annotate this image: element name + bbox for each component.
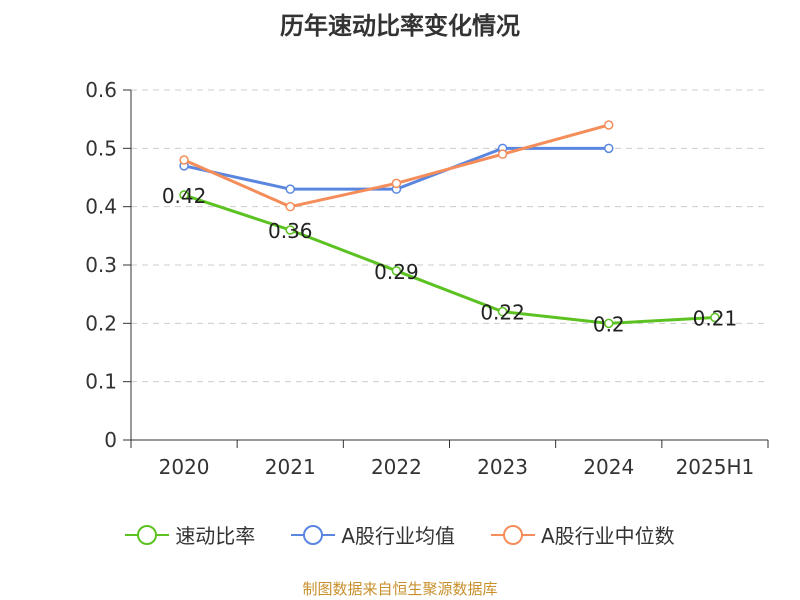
y-tick-label: 0.4 xyxy=(85,195,117,219)
legend-label-industry-mean: A股行业均值 xyxy=(341,524,455,548)
x-tick-label: 2024 xyxy=(583,455,634,479)
x-tick-label: 2022 xyxy=(371,455,422,479)
data-label: 0.2 xyxy=(593,312,625,336)
data-point-0 xyxy=(497,306,508,317)
data-point-0 xyxy=(710,312,720,323)
data-label: 0.36 xyxy=(268,219,313,243)
data-point-2 xyxy=(179,155,189,165)
x-tick-label: 2025H1 xyxy=(676,455,755,479)
y-tick-label: 0.6 xyxy=(85,78,117,102)
data-label: 0.42 xyxy=(162,184,207,208)
data-label: 0.22 xyxy=(480,301,525,325)
legend-swatch-industry-median xyxy=(491,524,535,545)
data-point-1 xyxy=(604,143,614,154)
data-point-0 xyxy=(179,190,189,200)
data-point-0 xyxy=(604,318,614,329)
data-point-2 xyxy=(497,149,508,159)
data-point-2 xyxy=(285,201,295,212)
legend-swatch-industry-mean xyxy=(291,524,336,545)
data-point-2 xyxy=(391,178,402,189)
legend-label-industry-median: A股行业中位数 xyxy=(541,524,675,548)
legend-item-industry-mean[interactable]: A股行业均值 xyxy=(291,520,455,549)
series-line-2 xyxy=(183,123,610,209)
legend: 速动比率 A股行业均值 A股行业中位数 xyxy=(0,520,800,549)
y-tick-label: 0.5 xyxy=(85,136,117,160)
legend-item-quick-ratio[interactable]: 速动比率 xyxy=(125,520,255,549)
y-tick-label: 0.3 xyxy=(85,253,117,277)
legend-swatch-quick-ratio xyxy=(125,524,170,545)
data-point-2 xyxy=(604,120,614,130)
source-note: 制图数据来自恒生聚源数据库 xyxy=(302,580,498,598)
data-label: 0.21 xyxy=(693,307,738,331)
data-point-0 xyxy=(391,266,402,276)
x-tick-label: 2020 xyxy=(159,455,210,479)
series-line-0 xyxy=(183,193,715,325)
data-point-1 xyxy=(285,184,295,194)
legend-item-industry-median[interactable]: A股行业中位数 xyxy=(491,520,675,549)
legend-label-quick-ratio: 速动比率 xyxy=(175,524,256,548)
chart-title: 历年速动比率变化情况 xyxy=(280,12,520,40)
y-tick-label: 0.1 xyxy=(85,370,117,394)
y-tick-label: 0.2 xyxy=(85,311,117,335)
data-label: 0.29 xyxy=(374,260,419,284)
x-tick-label: 2021 xyxy=(265,455,316,479)
x-tick-label: 2023 xyxy=(477,455,528,479)
data-point-0 xyxy=(285,225,295,235)
y-tick-label: 0 xyxy=(104,428,117,452)
